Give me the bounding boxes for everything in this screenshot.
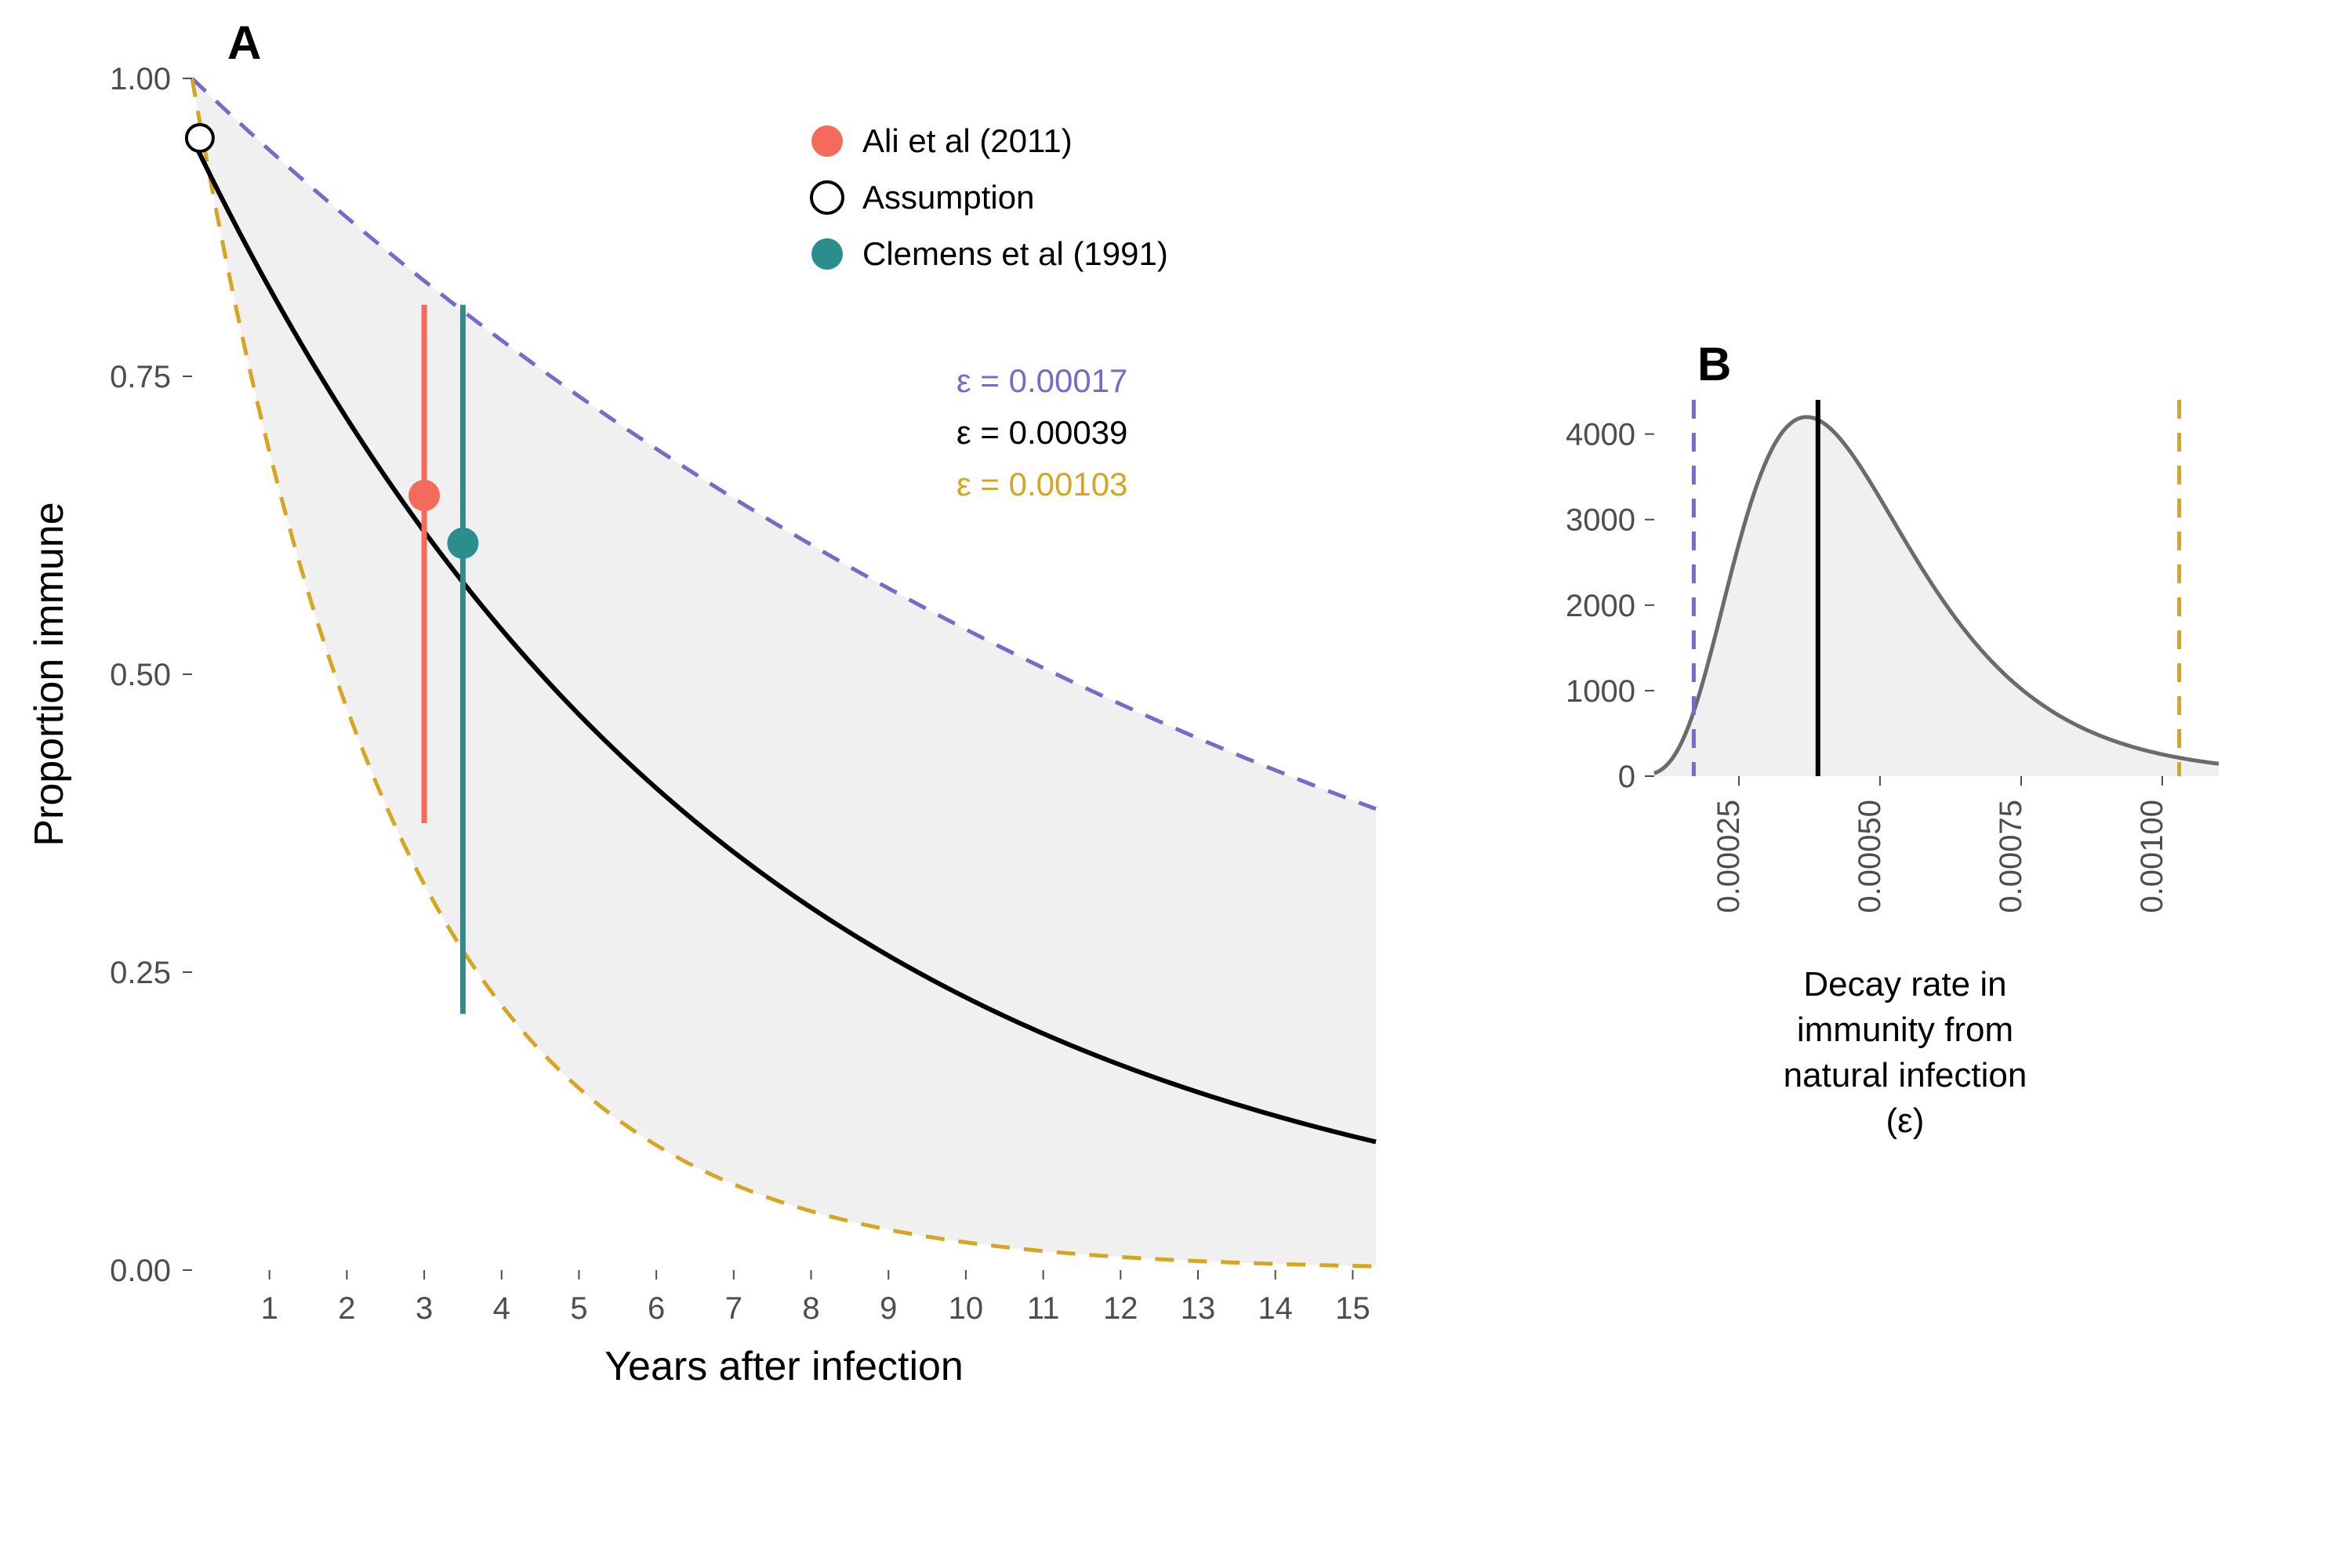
shaded-band: [192, 78, 1376, 1266]
xtick-label: 6: [648, 1291, 665, 1326]
point-clemens: [447, 528, 478, 559]
point-ali: [408, 480, 440, 511]
ytick-label-b: 1000: [1566, 674, 1635, 709]
xtick-label: 7: [725, 1291, 742, 1326]
panel-label-b: B: [1697, 338, 1731, 390]
xtick-label: 13: [1181, 1291, 1216, 1326]
legend-swatch: [811, 182, 843, 213]
ylabel-a: Proportion immune: [27, 502, 72, 846]
ytick-label-b: 0: [1618, 760, 1635, 794]
ytick-label: 0.25: [110, 956, 171, 990]
xtick-label: 12: [1103, 1291, 1138, 1326]
legend-swatch: [811, 238, 843, 270]
xlabel-b: (ε): [1886, 1102, 1925, 1140]
ytick-label: 0.75: [110, 360, 171, 394]
ytick-label: 0.00: [110, 1254, 171, 1288]
xtick-label: 8: [802, 1291, 819, 1326]
xlabel-a: Years after infection: [604, 1344, 964, 1389]
legend-label: Assumption: [862, 179, 1034, 216]
legend-swatch: [811, 125, 843, 157]
legend-label: Ali et al (2011): [862, 122, 1073, 159]
xtick-label: 5: [570, 1291, 587, 1326]
xlabel-b: Decay rate in: [1803, 965, 2006, 1004]
ytick-label-b: 3000: [1566, 503, 1635, 538]
panel-label-a: A: [227, 16, 261, 69]
eps-annot: ε = 0.00039: [956, 414, 1127, 451]
ytick-label: 0.50: [110, 658, 171, 692]
eps-annot: ε = 0.00103: [956, 466, 1127, 503]
density-fill: [1654, 417, 2219, 776]
point-assumption: [187, 125, 213, 151]
xtick-label: 4: [493, 1291, 510, 1326]
xtick-label-b: 0.00025: [1711, 800, 1746, 913]
xlabel-b: immunity from: [1797, 1011, 2013, 1049]
xtick-label-b: 0.00100: [2135, 800, 2169, 913]
xtick-label: 15: [1335, 1291, 1370, 1326]
ytick-label: 1.00: [110, 62, 171, 96]
xtick-label: 14: [1258, 1291, 1293, 1326]
legend-label: Clemens et al (1991): [862, 235, 1168, 272]
ytick-label-b: 4000: [1566, 418, 1635, 452]
xtick-label: 1: [261, 1291, 278, 1326]
xtick-label: 2: [338, 1291, 355, 1326]
xtick-label: 9: [880, 1291, 897, 1326]
xtick-label-b: 0.00075: [1994, 800, 2028, 913]
eps-annot: ε = 0.00017: [956, 362, 1127, 399]
ytick-label-b: 2000: [1566, 589, 1635, 623]
xtick-label: 11: [1027, 1291, 1060, 1326]
xlabel-b: natural infection: [1784, 1056, 2027, 1094]
xtick-label: 3: [416, 1291, 433, 1326]
xtick-label-b: 0.00050: [1853, 800, 1887, 913]
xtick-label: 10: [949, 1291, 984, 1326]
